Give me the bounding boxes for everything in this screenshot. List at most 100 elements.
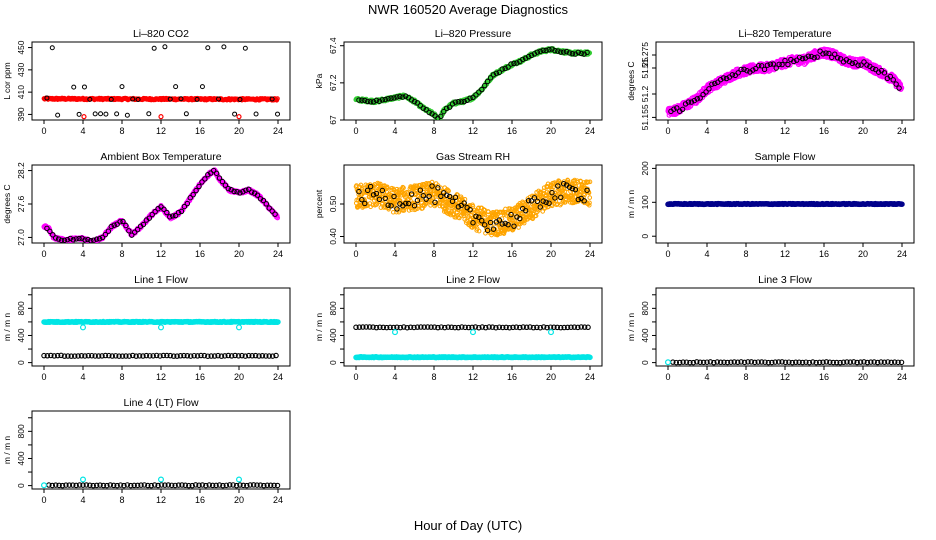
series-point — [126, 228, 132, 234]
x-tick-label: 24 — [273, 249, 283, 259]
series-point — [244, 482, 250, 489]
series-point — [752, 359, 758, 366]
data-points — [664, 359, 905, 366]
series-point — [356, 188, 362, 195]
series-point — [697, 95, 703, 101]
x-tick-label: 24 — [897, 126, 907, 136]
x-tick-label: 0 — [353, 126, 358, 136]
series-point — [397, 324, 404, 331]
series-point — [837, 359, 843, 366]
series-point — [794, 57, 800, 63]
series-point — [356, 324, 363, 330]
series-point — [796, 54, 803, 61]
data-points — [40, 476, 281, 489]
series-point — [397, 187, 402, 192]
series-point — [405, 200, 412, 207]
panel-title: Li–820 Pressure — [435, 28, 512, 40]
series-point — [844, 359, 850, 365]
series-point — [426, 193, 432, 199]
series-point — [496, 231, 501, 237]
series-point — [789, 359, 796, 366]
series-point — [365, 98, 371, 105]
x-tick-label: 16 — [507, 249, 517, 259]
series-point — [806, 359, 813, 366]
x-tick-label: 20 — [234, 495, 244, 505]
series-point — [446, 188, 451, 194]
series-point — [189, 482, 195, 489]
series-point — [765, 359, 772, 366]
series-point — [246, 352, 252, 359]
series-point — [359, 97, 365, 103]
series-point — [896, 85, 902, 91]
series-point — [528, 52, 535, 59]
series-point — [510, 324, 516, 331]
series-point — [370, 324, 376, 330]
series-point — [146, 215, 153, 221]
series-point — [173, 84, 179, 90]
series-point — [680, 359, 686, 365]
series-point — [586, 50, 593, 56]
series-point — [476, 228, 482, 234]
series-point — [83, 482, 90, 488]
series-point — [683, 359, 690, 365]
series-point — [484, 78, 491, 85]
series-point — [745, 359, 751, 365]
series-point — [366, 324, 373, 330]
x-tick-label: 20 — [858, 126, 868, 136]
series-point — [549, 189, 555, 196]
series-point — [65, 353, 71, 359]
series-point — [673, 359, 680, 366]
x-tick-label: 8 — [119, 372, 124, 382]
series-point — [67, 235, 74, 242]
series-point — [767, 61, 774, 67]
series-point — [82, 237, 88, 243]
series-point — [271, 482, 277, 489]
series-point — [209, 482, 216, 489]
series-point — [373, 324, 380, 331]
series-point — [834, 55, 841, 61]
series-point — [735, 70, 741, 76]
series-point — [443, 105, 450, 111]
series-point — [578, 50, 584, 57]
series-point — [407, 324, 414, 330]
series-point — [530, 324, 537, 331]
plot-frame — [31, 41, 291, 121]
series-point — [517, 215, 523, 222]
series-point — [552, 195, 558, 201]
series-point — [392, 329, 399, 336]
series-point — [82, 353, 88, 359]
y-tick-label: 0.50 — [328, 195, 338, 212]
series-point — [48, 352, 54, 359]
x-tick-label: 4 — [392, 249, 397, 259]
series-point — [145, 482, 151, 489]
series-point — [704, 359, 710, 365]
series-point — [411, 324, 417, 331]
x-tick-label: 8 — [431, 126, 436, 136]
panel-title: Li–820 CO2 — [133, 28, 189, 40]
series-point — [92, 353, 98, 359]
series-point — [129, 232, 135, 238]
x-tick-label: 8 — [431, 249, 436, 259]
x-tick-label: 8 — [119, 249, 124, 259]
series-point — [540, 324, 547, 330]
series-point — [525, 53, 532, 60]
series-point — [71, 353, 78, 359]
series-point — [105, 228, 112, 234]
series-point — [587, 195, 593, 200]
series-point — [565, 178, 571, 183]
series-point — [124, 482, 131, 488]
series-point — [533, 213, 539, 219]
series-point — [193, 187, 199, 194]
series-point — [87, 482, 93, 489]
series-point — [497, 220, 502, 226]
series-point — [274, 482, 281, 489]
series-point — [401, 185, 406, 191]
series-point — [230, 482, 236, 488]
series-point — [560, 49, 567, 55]
y-axis-label: m / m n — [2, 313, 12, 342]
series-point — [792, 359, 799, 366]
